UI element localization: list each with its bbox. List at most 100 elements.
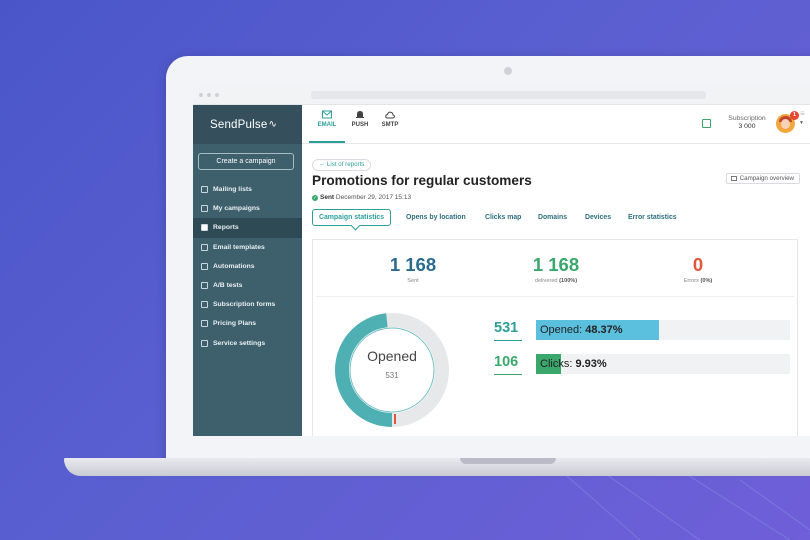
main: EMAIL PUSH SMTP Subscription 3 000 1: [302, 105, 810, 436]
tab-email[interactable]: EMAIL: [313, 110, 341, 128]
tab-email-label: EMAIL: [317, 122, 337, 128]
tab-smtp[interactable]: SMTP: [376, 110, 404, 128]
donut-value: 531: [385, 371, 399, 380]
tab-campaign-statistics[interactable]: Campaign statistics: [312, 209, 392, 226]
sidebar-item-mailing-lists[interactable]: Mailing lists: [193, 180, 302, 199]
sidebar-item-pricing-plans[interactable]: Pricing Plans: [193, 314, 302, 333]
logo-text: SendPulse: [210, 118, 268, 131]
tab-clicks-map[interactable]: Clicks map: [485, 214, 522, 221]
tab-error-statistics[interactable]: Error statistics: [628, 214, 677, 221]
errors-percent: (0%): [700, 278, 713, 284]
list-of-reports-link[interactable]: ← List of reports: [312, 159, 372, 171]
opened-bar-track: Opened: 48.37%: [536, 320, 790, 340]
errors-label-text: Errors: [683, 278, 699, 284]
settings-icon: [201, 339, 208, 347]
automation-icon: [201, 262, 208, 270]
pulse-icon: ∿: [268, 119, 278, 130]
sidebar-item-reports[interactable]: Reports: [193, 218, 302, 238]
sidebar-item-label: My campaigns: [213, 205, 260, 213]
stat-delivered: 1 168 delivered (100%): [496, 254, 616, 284]
donut-marker: [394, 414, 396, 424]
opened-bar-fill: [536, 320, 659, 340]
logo[interactable]: SendPulse ∿: [193, 105, 302, 144]
stat-errors-value: 0: [692, 254, 704, 275]
cloud-icon: [385, 111, 395, 119]
sent-label: Sent: [320, 194, 335, 201]
subscription-info[interactable]: Subscription 3 000: [724, 115, 770, 131]
top-nav: EMAIL PUSH SMTP Subscription 3 000 1: [302, 105, 810, 144]
sidebar-item-label: Reports: [213, 224, 239, 232]
ab-test-icon: [201, 282, 208, 290]
campaign-overview-label: Campaign overview: [739, 175, 794, 182]
sidebar-item-label: Automations: [213, 262, 255, 270]
page-title: Promotions for regular customers: [312, 173, 532, 188]
sidebar-item-label: Email templates: [213, 243, 265, 251]
list-icon: [201, 186, 208, 194]
sidebar-item-label: A/B tests: [213, 282, 243, 290]
pricing-icon: [201, 320, 208, 328]
report-content: ← List of reports Promotions for regular…: [312, 153, 800, 436]
sidebar-item-ab-tests[interactable]: A/B tests: [193, 276, 302, 295]
donut-opened-arc: [335, 313, 393, 427]
stat-errors: 0 Errors (0%): [638, 254, 758, 284]
tab-push[interactable]: PUSH: [346, 110, 374, 128]
stat-sent-value: 1 168: [389, 254, 437, 275]
active-tab-indicator: [309, 141, 345, 143]
tab-domains[interactable]: Domains: [538, 214, 568, 221]
sidebar-item-label: Subscription forms: [213, 301, 276, 309]
window-controls[interactable]: [199, 93, 219, 97]
notification-badge: 1: [790, 111, 799, 120]
check-icon: ✓: [312, 195, 318, 201]
sent-info: ✓ Sent December 29, 2017 15:13: [312, 194, 411, 201]
form-icon: [201, 301, 208, 309]
laptop-notch: [460, 458, 556, 464]
clicks-bar-text: Clicks: 9.93%: [540, 354, 607, 374]
delivered-percent: (100%): [559, 278, 578, 284]
sidebar-item-email-templates[interactable]: Email templates: [193, 238, 302, 257]
envelope-icon: [322, 110, 332, 119]
opened-donut-chart: [335, 313, 449, 427]
tab-opens-by-location[interactable]: Opens by location: [406, 214, 466, 221]
campaign-overview-button[interactable]: Campaign overview: [725, 173, 800, 184]
envelope-icon: [201, 205, 208, 213]
sidebar-nav: Mailing lists My campaigns Reports Email…: [193, 180, 302, 353]
opened-bar-text: Opened: 48.37%: [540, 320, 623, 340]
create-campaign-button[interactable]: Create a campaign: [198, 153, 294, 170]
stat-sent-label: Sent: [407, 278, 419, 284]
chevron-down-icon[interactable]: ▼: [799, 120, 804, 126]
menu-icon[interactable]: ≡: [800, 109, 805, 118]
stat-errors-label: Errors (0%): [638, 278, 758, 284]
avatar[interactable]: [776, 114, 795, 133]
sidebar-item-my-campaigns[interactable]: My campaigns: [193, 199, 302, 218]
sent-date: December 29, 2017 15:13: [335, 194, 412, 201]
laptop-base: [64, 458, 810, 476]
address-bar[interactable]: [311, 91, 706, 99]
sidebar-item-service-settings[interactable]: Service settings: [193, 334, 302, 353]
clicks-bar-percent: 9.93%: [575, 358, 607, 370]
sidebar-item-label: Mailing lists: [213, 186, 252, 194]
clicks-count[interactable]: 106: [494, 354, 522, 375]
opened-bar-label: Opened:: [540, 324, 583, 336]
delivered-label-text: delivered: [534, 278, 558, 284]
opened-count[interactable]: 531: [494, 320, 522, 341]
sidebar-item-subscription-forms[interactable]: Subscription forms: [193, 295, 302, 314]
bell-icon: [356, 111, 364, 118]
gift-icon[interactable]: [702, 119, 711, 128]
app: SendPulse ∿ Create a campaign Mailing lis…: [193, 105, 810, 436]
browser-bar: [193, 86, 810, 105]
sidebar-item-label: Pricing Plans: [213, 320, 257, 328]
stat-delivered-label: delivered (100%): [496, 278, 616, 284]
metric-clicks: 106 Clicks: 9.93%: [494, 354, 794, 375]
tab-push-label: PUSH: [351, 122, 369, 128]
sidebar: SendPulse ∿ Create a campaign Mailing lis…: [193, 105, 302, 436]
donut-label: Opened: [367, 348, 417, 364]
statistics-card: 1 168 Sent 1 168 delivered (100%) 0 Erro…: [312, 239, 798, 436]
opened-bar-percent: 48.37%: [585, 324, 623, 336]
stats-divider: [316, 296, 794, 297]
checkbox-icon: [201, 224, 208, 232]
tab-devices[interactable]: Devices: [585, 214, 612, 221]
sidebar-item-automations[interactable]: Automations: [193, 257, 302, 276]
clicks-bar-fill: [536, 354, 562, 374]
donut-inner-ring: [349, 327, 435, 413]
